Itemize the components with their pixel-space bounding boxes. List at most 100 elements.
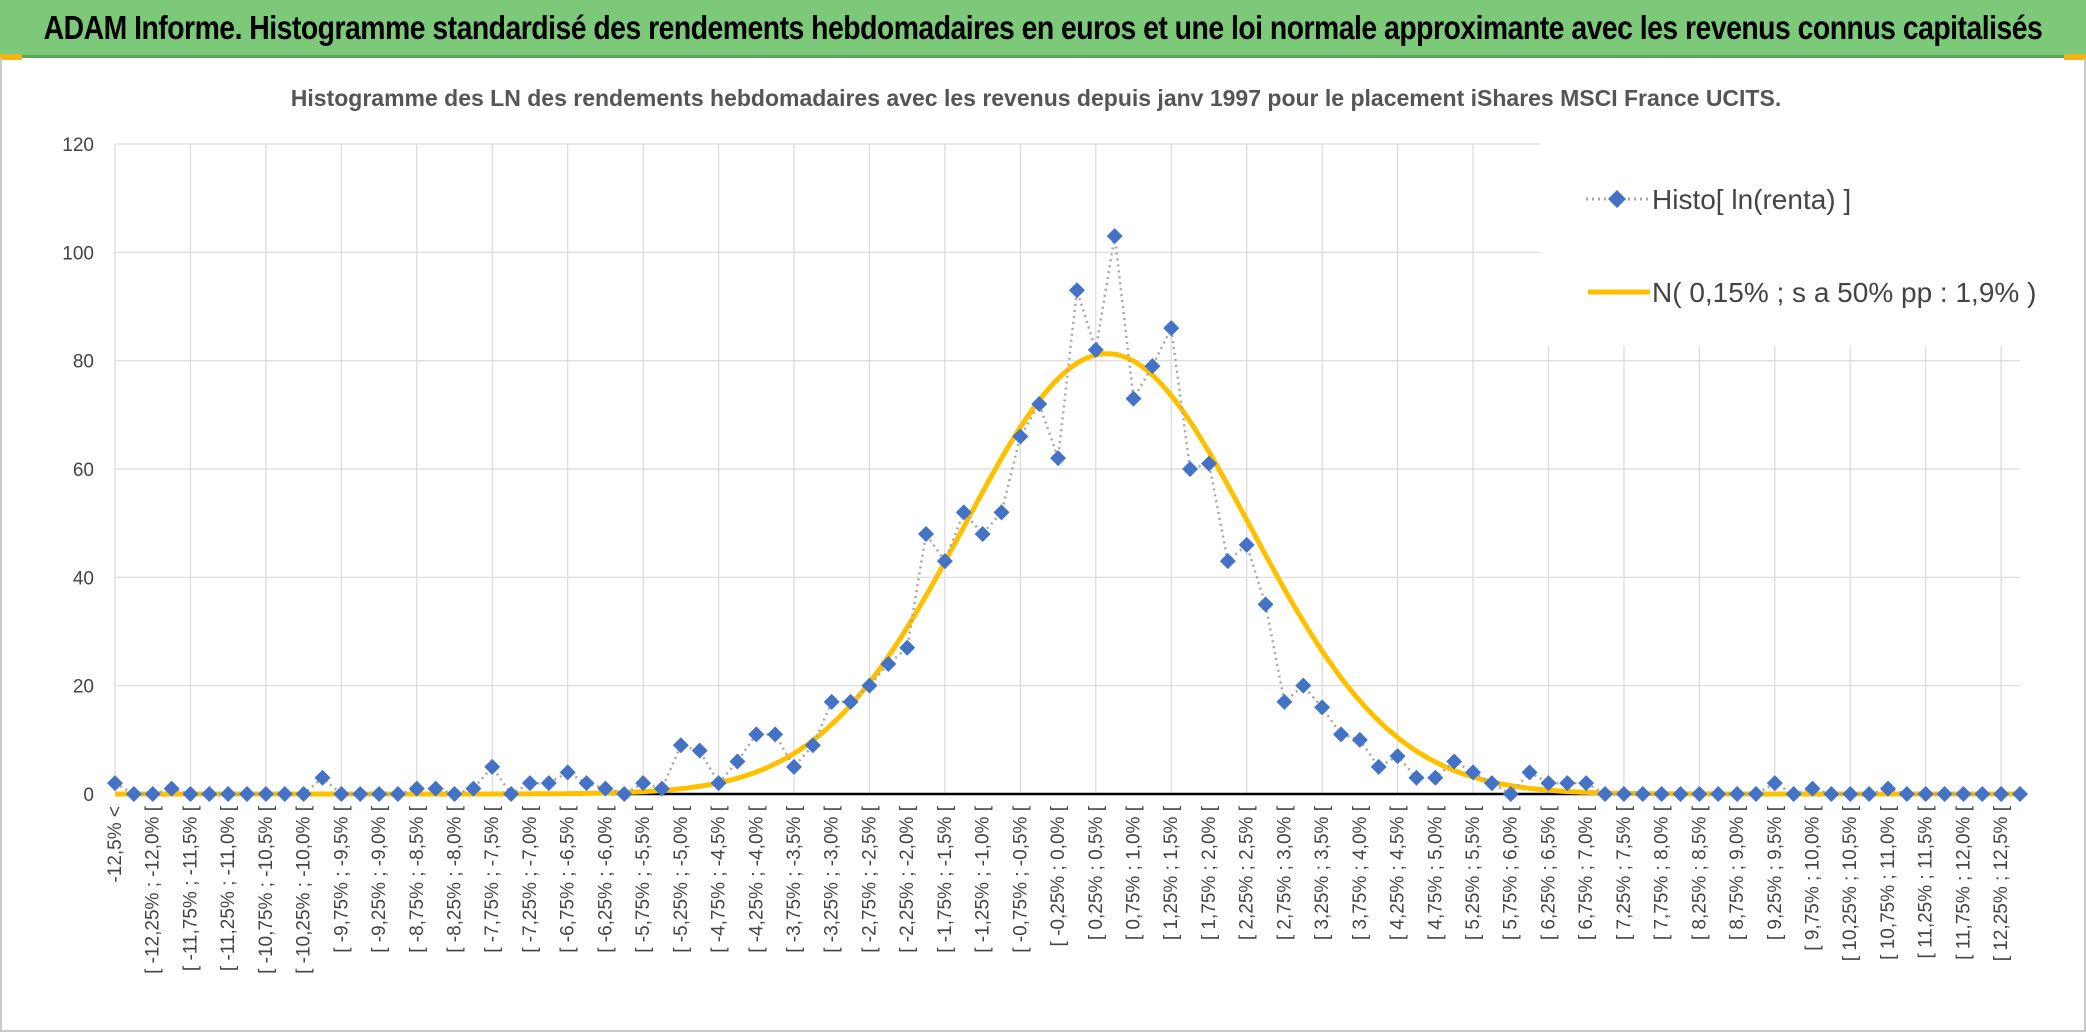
x-tick-label: [ 4,75% ; 5,0% [ — [1425, 805, 1446, 940]
histo-point-37 — [804, 737, 821, 754]
histo-point-69 — [1408, 769, 1425, 786]
histo-point-5 — [201, 786, 218, 802]
legend-normal-label: N( 0,15% ; s a 50% pp : 1,9% ) — [1652, 277, 2036, 308]
legend-histo-label: Histo[ ln(renta) ] — [1652, 184, 1851, 215]
histo-point-44 — [936, 553, 953, 570]
x-tick-label: [ -3,25% ; -3,0% [ — [822, 805, 843, 953]
histo-point-78 — [1578, 775, 1595, 792]
histo-point-7 — [239, 786, 256, 802]
histo-point-97 — [1936, 786, 1953, 802]
x-tick-label: [ -6,75% ; -6,5% [ — [558, 805, 579, 953]
histo-point-6 — [220, 786, 237, 802]
x-tick-label: [ 4,25% ; 4,5% [ — [1388, 805, 1409, 940]
x-tick-label: [ -4,25% ; -4,0% [ — [746, 805, 767, 953]
histo-point-23 — [540, 775, 557, 792]
x-tick-label: [ 9,25% ; 9,5% [ — [1765, 805, 1786, 940]
histo-point-54 — [1125, 390, 1142, 407]
histo-point-77 — [1559, 775, 1576, 792]
chart-title: Histogramme des LN des rendements hebdom… — [291, 85, 1781, 111]
x-tick-label: [ 7,75% ; 8,0% [ — [1652, 805, 1673, 940]
histo-point-13 — [352, 786, 369, 802]
histo-point-95 — [1898, 786, 1915, 802]
x-tick-label: [ -4,75% ; -4,5% [ — [709, 805, 730, 953]
histo-point-1 — [125, 786, 142, 802]
histo-point-53 — [1106, 228, 1123, 245]
corner-accent-left — [0, 54, 22, 60]
histo-point-94 — [1879, 780, 1896, 797]
histo-point-73 — [1483, 775, 1500, 792]
y-tick-label: 60 — [73, 460, 94, 481]
header-banner: ADAM Informe. Histogramme standardisé de… — [0, 0, 2086, 58]
histo-point-33 — [729, 753, 746, 770]
histo-point-55 — [1144, 358, 1161, 375]
x-tick-label: [ -5,75% ; -5,5% [ — [633, 805, 654, 953]
histo-point-50 — [1050, 450, 1067, 467]
x-tick-label: [ 2,25% ; 2,5% [ — [1237, 805, 1258, 940]
histo-point-10 — [295, 786, 312, 802]
histo-point-15 — [389, 786, 406, 802]
x-tick-label: [ -10,25% ; -10,0% [ — [294, 805, 315, 974]
histo-point-62 — [1276, 693, 1293, 710]
grid — [114, 143, 2020, 794]
histo-point-29 — [653, 780, 670, 797]
histo-point-9 — [276, 786, 293, 802]
x-tick-label: [ -2,25% ; -2,0% [ — [897, 805, 918, 953]
x-tick-label: [ -7,25% ; -7,0% [ — [520, 805, 541, 953]
histo-point-61 — [1257, 596, 1274, 613]
histo-point-87 — [1747, 786, 1764, 802]
x-tick-label: [ -6,25% ; -6,0% [ — [595, 805, 616, 953]
histo-point-88 — [1766, 775, 1783, 792]
histo-point-92 — [1842, 786, 1859, 802]
histo-point-46 — [974, 526, 991, 542]
x-tick-label: [ -2,75% ; -2,5% [ — [859, 805, 880, 953]
x-tick-label: [ 5,25% ; 5,5% [ — [1463, 805, 1484, 940]
corner-accent-right — [2064, 54, 2086, 60]
histo-point-74 — [1502, 786, 1519, 802]
x-tick-label: [ -8,75% ; -8,5% [ — [407, 805, 428, 953]
y-axis: 0 20 40 60 80 100 120 — [62, 135, 94, 806]
x-tick-label: [ 9,75% ; 10,0% [ — [1803, 805, 1824, 950]
histo-point-52 — [1087, 341, 1104, 358]
histo-point-18 — [446, 786, 463, 802]
histo-point-16 — [408, 780, 425, 797]
x-tick-label: [ -3,75% ; -3,5% [ — [784, 805, 805, 953]
histo-point-59 — [1219, 553, 1236, 570]
x-tick-label: [ 1,25% ; 1,5% [ — [1161, 805, 1182, 940]
histo-point-31 — [691, 742, 708, 759]
legend-histo-marker — [1608, 190, 1626, 208]
histo-point-11 — [314, 769, 331, 786]
x-tick-label: [ 11,25% ; 11,5% [ — [1916, 805, 1937, 958]
x-tick-label: [ 0,75% ; 1,0% [ — [1124, 805, 1145, 940]
histo-point-27 — [616, 786, 633, 802]
histo-point-84 — [1691, 786, 1708, 802]
x-tick-label: [ -7,75% ; -7,5% [ — [482, 805, 503, 953]
histo-point-36 — [786, 758, 803, 775]
histo-point-43 — [918, 526, 935, 542]
histo-point-82 — [1653, 786, 1670, 802]
histo-point-101 — [2012, 786, 2028, 802]
histo-point-26 — [597, 780, 614, 797]
x-tick-label: [ -9,25% ; -9,0% [ — [369, 805, 390, 953]
banner-title: ADAM Informe. Histogramme standardisé de… — [43, 8, 2043, 46]
x-tick-label: [ 10,25% ; 10,5% [ — [1840, 805, 1861, 961]
normal-curve-line — [115, 351, 2020, 797]
histo-point-34 — [748, 726, 765, 743]
histo-point-8 — [257, 786, 274, 802]
x-tick-label: [ -12,25% ; -12,0% [ — [143, 805, 164, 974]
histo-point-91 — [1823, 786, 1840, 802]
histo-point-2 — [144, 786, 161, 802]
histo-point-63 — [1295, 677, 1312, 694]
x-tick-label: [ -10,75% ; -10,5% [ — [256, 805, 277, 974]
x-tick-label: [ -1,75% ; -1,5% [ — [935, 805, 956, 953]
x-tick-label: [ 7,25% ; 7,5% [ — [1614, 805, 1635, 940]
y-tick-label: 0 — [83, 785, 94, 806]
histo-point-57 — [1182, 461, 1199, 477]
histo-point-90 — [1804, 780, 1821, 797]
histo-point-21 — [503, 786, 520, 802]
histo-point-89 — [1785, 786, 1802, 802]
histo-point-40 — [861, 677, 878, 694]
x-tick-label: [ -5,25% ; -5,0% [ — [671, 805, 692, 953]
histo-point-42 — [899, 639, 916, 656]
x-tick-label: [ 2,75% ; 3,0% [ — [1274, 805, 1295, 940]
histo-point-72 — [1465, 764, 1482, 781]
